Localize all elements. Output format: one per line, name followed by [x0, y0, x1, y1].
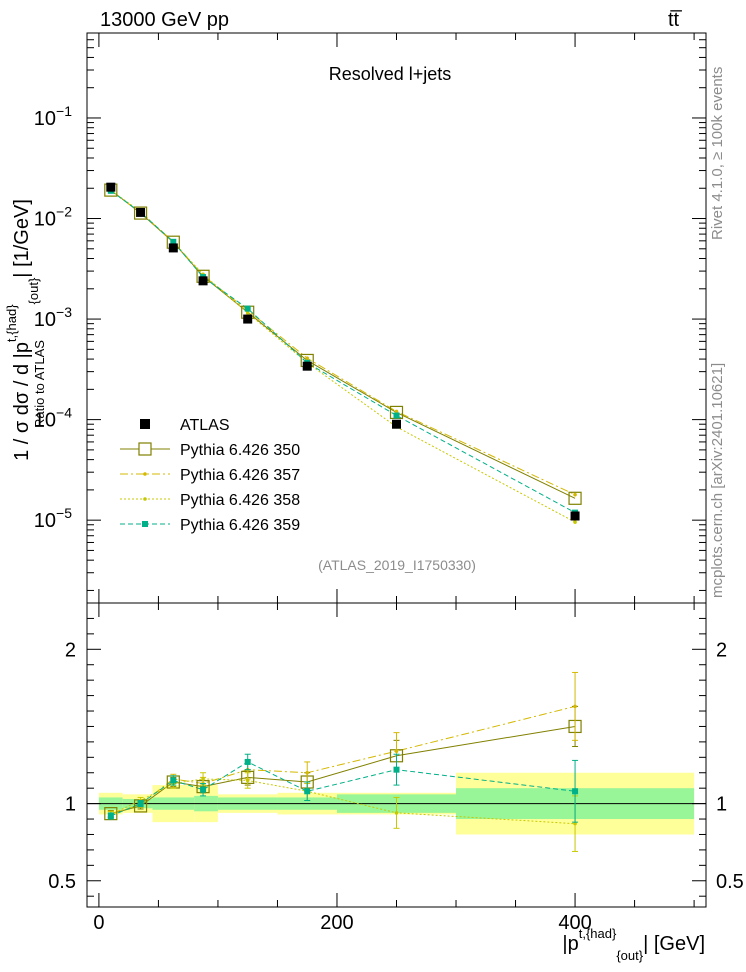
marker-main: [244, 305, 251, 312]
marker-main: [573, 520, 577, 524]
ratio-y-axis-label: Ratio to ATLAS: [32, 340, 47, 428]
ratio-tick-label-left: 0.5: [48, 871, 76, 893]
x-tick-label: 400: [558, 912, 591, 934]
chart-title: Resolved l+jets: [329, 64, 452, 84]
ratio-tick-label-right: 1: [716, 794, 727, 816]
rivet-label: Rivet 4.1.0, ≥ 100k events: [709, 67, 726, 240]
marker-ratio: [394, 749, 399, 753]
legend-label: ATLAS: [180, 417, 230, 434]
atlas-data-point: [243, 314, 253, 324]
ratio-tick-label-right: 0.5: [716, 871, 744, 893]
marker-ratio: [393, 766, 400, 773]
marker-main: [170, 238, 177, 245]
marker-main: [573, 492, 577, 497]
marker-main: [568, 491, 582, 505]
legend-marker: [138, 442, 152, 456]
marker-ratio: [573, 821, 577, 826]
marker-ratio: [572, 788, 579, 795]
ratio-tick-label-right: 2: [716, 639, 727, 661]
legend-marker: [143, 497, 147, 501]
marker-ratio: [201, 777, 205, 781]
legend-label: Pythia 6.426 358: [180, 492, 300, 509]
x-axis-label: |pt,{had}{out}| [GeV]: [562, 926, 705, 963]
marker-ratio: [394, 811, 399, 815]
atlas-data-point: [302, 361, 312, 371]
mcplots-label: mcplots.cern.ch [arXiv:2401.10621]: [709, 363, 726, 598]
marker-ratio: [245, 778, 250, 783]
y-axis-label: 1 / σ dσ / d |pt,{had}{out}| [1/GeV]: [4, 199, 41, 461]
y-tick-label: 10−1: [34, 103, 72, 130]
atlas-data-point: [392, 419, 401, 429]
legend: ATLAS Pythia 6.426 350 Pythia 6.426 357 Pyt…: [120, 417, 300, 534]
marker-main: [245, 311, 250, 315]
ratio-tick-label-left: 2: [65, 639, 76, 661]
x-tick-label: 0: [93, 912, 104, 934]
marker-ratio: [170, 777, 177, 784]
x-tick-label: 200: [320, 912, 353, 934]
axes: [86, 32, 707, 908]
legend-marker-atlas: [140, 419, 150, 429]
legend-label: Pythia 6.426 359: [180, 517, 300, 534]
header-left: 13000 GeV pp: [100, 9, 229, 31]
series-line-ratio: [110, 778, 576, 825]
marker-ratio: [200, 786, 207, 793]
marker-ratio: [305, 770, 310, 775]
marker-main: [305, 356, 310, 361]
atlas-data-point: [198, 276, 208, 286]
marker-main: [394, 409, 399, 414]
legend-label: Pythia 6.426 357: [180, 467, 300, 484]
atlas-data-point: [106, 182, 116, 192]
marker-ratio: [244, 758, 251, 765]
atlas-data-point: [168, 243, 178, 253]
marker-main: [393, 412, 400, 419]
marker-ratio: [104, 807, 118, 821]
analysis-label: (ATLAS_2019_I1750330): [318, 557, 476, 573]
marker-ratio: [573, 704, 577, 709]
marker-main: [133, 206, 148, 220]
atlas-data-point: [136, 207, 146, 217]
axis-labels: 0 200 400 10−5 10−4 10−3 10−2 10−1 0.5 0.5 1 1 2 2 1 /…: [4, 103, 744, 963]
marker-ratio: [137, 800, 144, 807]
y-tick-label: 10−5: [34, 505, 72, 532]
y-tick-label: 10−4: [34, 405, 72, 432]
atlas-data-point: [570, 511, 580, 521]
legend-label: Pythia 6.426 350: [180, 442, 300, 459]
header-right: tt̅: [668, 9, 682, 31]
series-line-ratio: [110, 761, 576, 817]
ratio-tick-label-left: 1: [65, 794, 76, 816]
data-marks: [104, 182, 582, 852]
y-tick-label: 10−2: [34, 204, 72, 231]
legend-marker: [143, 472, 147, 476]
marker-ratio: [304, 788, 311, 795]
y-tick-label: 10−3: [34, 304, 72, 331]
marker-ratio: [107, 812, 114, 819]
legend-marker: [142, 521, 148, 527]
